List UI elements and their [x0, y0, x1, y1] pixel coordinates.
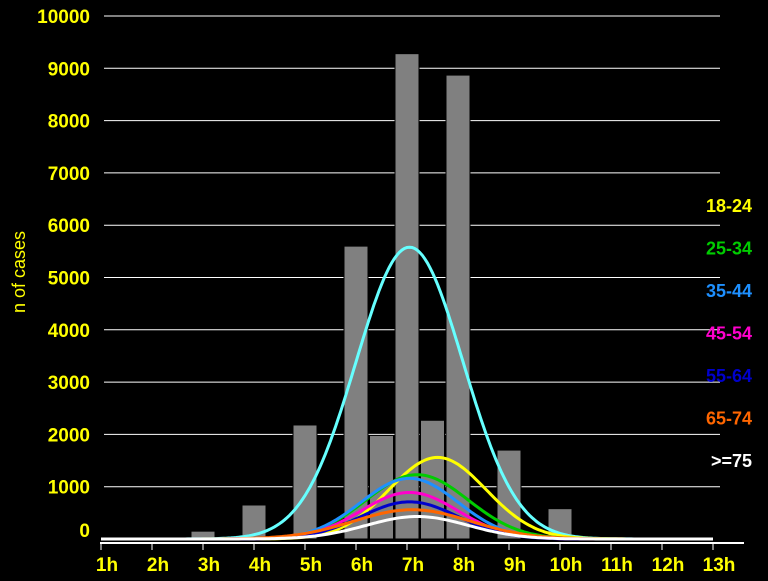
x-tick-label: 11h	[601, 555, 633, 576]
x-tick-label: 2h	[147, 555, 169, 576]
y-tick-label: 9000	[48, 59, 90, 80]
curves	[101, 245, 713, 541]
x-tick-label: 3h	[198, 555, 220, 576]
y-tick-label: 3000	[48, 373, 90, 394]
x-tick-label: 7h	[402, 555, 424, 576]
y-tick-label: 2000	[48, 425, 90, 446]
x-axis	[100, 542, 744, 550]
legend: 18-24 25-34 35-44 45-54 55-64 65-74 >=75	[706, 196, 752, 471]
bar-8	[496, 449, 522, 540]
legend-item: 25-34	[706, 239, 752, 259]
y-tick-labels: 0 1000 2000 3000 4000 5000 6000 7000 8000 9000 100…	[37, 7, 90, 542]
x-tick-label: 6h	[351, 555, 373, 576]
x-tick-label: 8h	[453, 555, 475, 576]
y-tick-label: 7000	[48, 164, 90, 185]
legend-item: 65-74	[706, 409, 752, 429]
curve-7	[101, 515, 713, 541]
legend-item: >=75	[711, 451, 752, 471]
y-tick-label: 5000	[48, 269, 90, 290]
y-axis-label: n of cases	[9, 231, 29, 313]
x-tick-label: 5h	[300, 555, 322, 576]
legend-item: 18-24	[706, 196, 752, 216]
x-tick-label: 10h	[550, 555, 583, 576]
legend-item: 45-54	[706, 324, 752, 344]
legend-item: 35-44	[706, 281, 752, 301]
y-tick-label: 10000	[37, 7, 90, 28]
y-tick-label: 6000	[48, 216, 90, 237]
x-tick-labels: 1h 2h 3h 4h 5h 6h 7h 8h 9h 10h 11h 12h 13h	[96, 555, 735, 576]
legend-item: 55-64	[706, 366, 752, 386]
x-tick-label: 9h	[504, 555, 526, 576]
x-tick-label: 13h	[703, 555, 736, 576]
bar-7	[445, 74, 471, 540]
y-tick-label: 4000	[48, 321, 90, 342]
y-tick-label: 8000	[48, 112, 90, 133]
y-tick-label: 0	[79, 521, 90, 542]
x-tick-label: 4h	[249, 555, 271, 576]
y-tick-label: 1000	[48, 478, 90, 499]
bar-5	[394, 53, 420, 540]
x-tick-label: 12h	[652, 555, 685, 576]
x-tick-label: 1h	[96, 555, 118, 576]
